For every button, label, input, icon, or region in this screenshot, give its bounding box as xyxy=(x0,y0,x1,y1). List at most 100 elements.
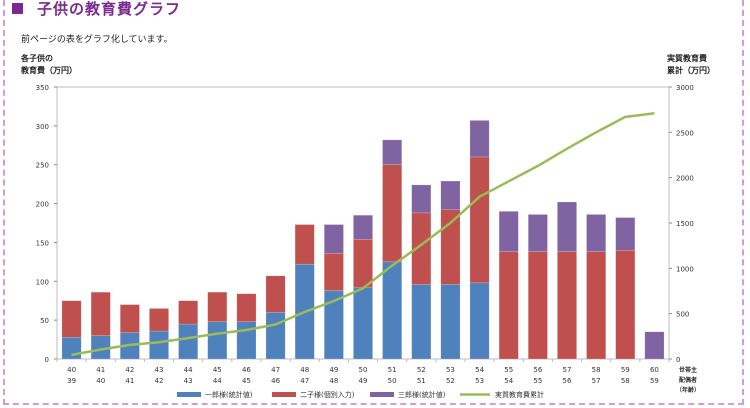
x-tick-label-head: 47 xyxy=(271,366,280,374)
x-tick-label-spouse: 40 xyxy=(96,377,105,385)
right-tick-label: 3000 xyxy=(676,84,694,92)
x-tick-label-spouse: 57 xyxy=(592,377,601,385)
x-tick-label-spouse: 58 xyxy=(621,377,630,385)
bar-segment-series-1 xyxy=(178,323,199,360)
bar-segment-series-2 xyxy=(119,304,140,333)
right-tick-label: 2000 xyxy=(676,175,694,183)
x-tick-label-head: 41 xyxy=(96,366,105,374)
bar-segment-series-1 xyxy=(265,312,286,360)
x-tick-label-head: 40 xyxy=(67,366,76,374)
legend-label-1: 一郎様(統計値) xyxy=(205,390,253,399)
section-heading: 子供の教育費グラフ xyxy=(12,0,181,19)
bar-segment-series-2 xyxy=(207,291,228,322)
right-axis-title: 実質教育費 累計（万円） xyxy=(667,53,715,77)
x-tick-label-spouse: 49 xyxy=(359,377,368,385)
legend-swatch-2 xyxy=(272,392,296,397)
bar-segment-series-2 xyxy=(178,300,199,325)
cumulative-line xyxy=(71,112,655,357)
legend-swatch-3 xyxy=(370,392,394,397)
x-axis-title-line: 配偶者 xyxy=(679,376,697,384)
x-tick-label-spouse: 42 xyxy=(155,377,164,385)
left-tick-label: 100 xyxy=(36,278,49,286)
x-tick-label-head: 50 xyxy=(359,366,368,374)
bar-segment-series-3 xyxy=(323,224,344,254)
x-tick-label-head: 45 xyxy=(213,366,222,374)
x-tick-label-head: 42 xyxy=(125,366,134,374)
x-tick-label-spouse: 47 xyxy=(300,377,309,385)
right-tick-label: 0 xyxy=(676,356,680,364)
x-tick-label-spouse: 46 xyxy=(271,377,280,385)
bar-segment-series-2 xyxy=(149,308,169,332)
left-axis-title-line-1: 各子供の xyxy=(21,54,53,63)
x-tick-label-head: 60 xyxy=(650,366,659,374)
x-tick-label-spouse: 54 xyxy=(504,377,513,385)
bar-segment-series-2 xyxy=(61,300,82,338)
left-tick-label: 0 xyxy=(45,356,49,364)
bar-segment-series-3 xyxy=(644,331,665,360)
bar-segment-series-1 xyxy=(207,321,228,360)
x-tick-label-spouse: 43 xyxy=(184,377,193,385)
x-tick-label-head: 48 xyxy=(300,366,309,374)
x-axis-title-line: 世帯主 xyxy=(679,366,697,374)
right-tick-label: 2500 xyxy=(676,129,694,137)
page-title: 子供の教育費グラフ xyxy=(37,0,182,18)
bar-segment-series-3 xyxy=(440,180,461,211)
bar-segment-series-3 xyxy=(382,139,403,165)
bar-segment-series-2 xyxy=(265,275,286,313)
bar-segment-series-1 xyxy=(149,330,169,360)
left-axis-title-line-2: 教育費（万円） xyxy=(21,66,77,75)
left-tick-label: 200 xyxy=(36,201,49,209)
x-tick-label-spouse: 56 xyxy=(563,377,572,385)
x-tick-label-spouse: 39 xyxy=(67,377,76,385)
x-tick-label-head: 57 xyxy=(563,366,572,374)
x-tick-label-head: 44 xyxy=(184,366,193,374)
x-tick-label-spouse: 48 xyxy=(329,377,338,385)
legend-swatch-1 xyxy=(177,392,201,397)
legend-label-2: 二子様(個別入力) xyxy=(300,390,355,399)
right-tick-label: 1500 xyxy=(676,220,694,228)
x-tick-label-head: 52 xyxy=(417,366,426,374)
x-tick-label-head: 55 xyxy=(504,366,513,374)
x-tick-label-spouse: 53 xyxy=(475,377,484,385)
bar-segment-series-3 xyxy=(615,217,636,251)
bar-segment-series-1 xyxy=(411,284,432,360)
bar-segment-series-2 xyxy=(557,251,577,360)
bar-segment-series-2 xyxy=(586,251,607,360)
bar-segment-series-1 xyxy=(61,336,82,360)
bar-segment-series-2 xyxy=(353,239,373,288)
x-tick-label-spouse: 45 xyxy=(242,377,251,385)
bar-segment-series-3 xyxy=(498,211,519,253)
x-tick-label-head: 43 xyxy=(155,366,164,374)
bar-segment-series-2 xyxy=(382,164,403,263)
legend-label-3: 三郎様(統計値) xyxy=(398,390,446,399)
x-tick-label-head: 54 xyxy=(475,366,484,374)
bar-segment-series-2 xyxy=(527,251,548,360)
left-tick-label: 50 xyxy=(40,317,49,325)
x-tick-label-spouse: 50 xyxy=(388,377,397,385)
x-tick-label-head: 49 xyxy=(329,366,338,374)
x-tick-label-head: 53 xyxy=(446,366,455,374)
bar-segment-series-1 xyxy=(382,261,403,360)
right-axis-title-line-1: 実質教育費 xyxy=(667,54,707,63)
x-tick-label-spouse: 59 xyxy=(650,377,659,385)
bar-segment-series-1 xyxy=(440,284,461,360)
page-frame xyxy=(3,0,744,405)
x-tick-label-head: 56 xyxy=(533,366,542,374)
x-tick-label-spouse: 41 xyxy=(125,377,134,385)
bar-segment-series-1 xyxy=(353,287,373,360)
right-tick-label: 500 xyxy=(676,311,689,319)
x-tick-label-spouse: 52 xyxy=(446,377,455,385)
x-axis-title-line: （年齢） xyxy=(676,386,700,394)
left-tick-label: 250 xyxy=(36,162,49,170)
left-axis-title: 各子供の 教育費（万円） xyxy=(21,53,77,77)
x-tick-label-head: 51 xyxy=(388,366,397,374)
heading-square-icon xyxy=(12,3,23,14)
x-tick-label-spouse: 55 xyxy=(533,377,542,385)
left-tick-label: 350 xyxy=(36,84,49,92)
right-tick-label: 1000 xyxy=(676,265,694,273)
bar-segment-series-2 xyxy=(498,251,519,360)
bar-segment-series-2 xyxy=(323,253,344,291)
bar-segment-series-1 xyxy=(469,282,490,360)
bar-segment-series-3 xyxy=(411,184,432,214)
